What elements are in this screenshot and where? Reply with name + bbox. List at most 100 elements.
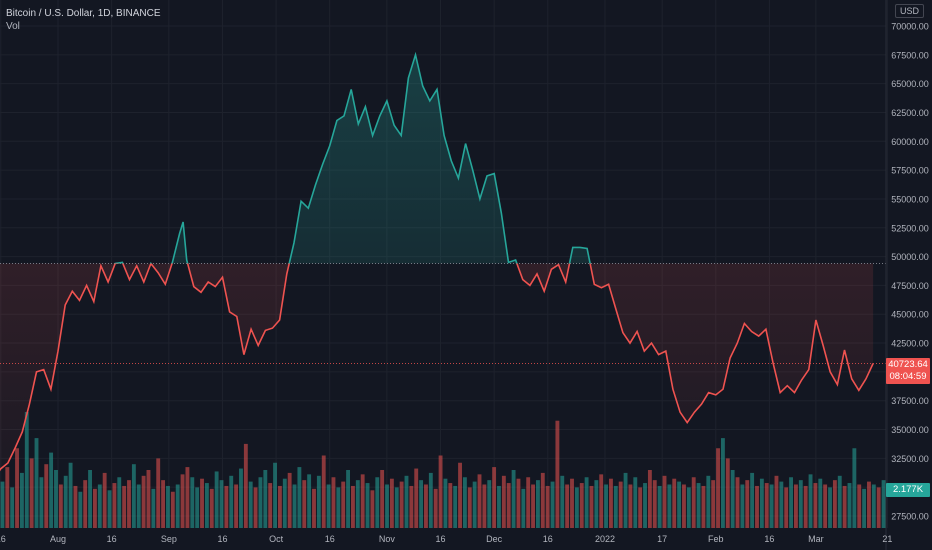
volume-bar [0, 481, 5, 528]
volume-bar [477, 474, 482, 528]
volume-bar [560, 475, 565, 528]
volume-bar [63, 475, 68, 528]
volume-bar [740, 484, 745, 528]
price-line [0, 51, 886, 472]
volume-bar [784, 487, 789, 528]
x-tick-label: Nov [379, 534, 396, 544]
symbol-title: Bitcoin / U.S. Dollar, 1D, BINANCE [6, 8, 161, 19]
currency-unit-label[interactable]: USD [894, 4, 924, 18]
volume-bar [711, 480, 716, 528]
x-tick-label: Mar [808, 534, 824, 544]
volume-bar [15, 448, 19, 528]
volume-bar [555, 420, 560, 528]
volume-bar [273, 462, 277, 528]
volume-bar [229, 475, 234, 528]
x-tick-label: 16 [0, 534, 6, 544]
volume-bar [404, 475, 409, 528]
volume-bar [156, 458, 161, 528]
volume-bar [570, 478, 574, 528]
volume-bar [487, 480, 492, 528]
volume-bar [151, 488, 156, 528]
volume-bar [638, 487, 643, 528]
volume-bar [497, 485, 501, 528]
chart-legend: Bitcoin / U.S. Dollar, 1D, BINANCE Vol [6, 7, 161, 33]
volume-bar [667, 484, 672, 528]
volume-bar [34, 438, 39, 528]
volume-bar [316, 475, 321, 528]
volume-bar [258, 477, 263, 528]
baseline-fill [0, 54, 874, 470]
volume-bar [92, 488, 97, 528]
volume-bar [29, 458, 34, 528]
x-tick-label: 17 [657, 534, 667, 544]
bar-countdown: 08:04:59 [889, 370, 927, 382]
volume-bar [482, 484, 487, 528]
volume-bar [54, 470, 58, 528]
volume-bar [19, 472, 24, 528]
volume-bar [394, 487, 399, 528]
x-tick-label: 2022 [595, 534, 615, 544]
volume-indicator-label: Vol [6, 21, 20, 32]
volume-bar [448, 483, 453, 528]
y-tick-label: 42500.00 [891, 339, 929, 349]
volume-bar [774, 475, 779, 528]
volume-bar [190, 477, 195, 528]
volume-bar [438, 455, 443, 528]
volume-bar [336, 487, 341, 528]
volume-bar [842, 485, 847, 528]
x-tick-label: 16 [325, 534, 335, 544]
volume-bar [769, 484, 774, 528]
volume-bar [813, 483, 818, 528]
volume-bar [170, 491, 175, 528]
x-tick-label: Sep [161, 534, 177, 544]
volume-bar [501, 475, 506, 528]
volume-bar [214, 471, 219, 528]
volume-bar [837, 475, 842, 528]
volume-histogram [0, 412, 886, 528]
volume-bar [312, 488, 316, 528]
area-below-baseline [0, 263, 874, 470]
x-tick-label: 16 [543, 534, 553, 544]
volume-bar [871, 484, 876, 528]
volume-bar [706, 475, 711, 528]
volume-bar [643, 483, 647, 528]
volume-bar [550, 481, 555, 528]
y-tick-label: 62500.00 [891, 108, 929, 118]
volume-bar [818, 478, 823, 528]
volume-bar [443, 478, 448, 528]
volume-bar [297, 467, 302, 528]
volume-bar [492, 467, 497, 528]
volume-bar [759, 478, 764, 528]
volume-bar [472, 481, 477, 528]
volume-bar [750, 472, 755, 528]
volume-bar [609, 478, 613, 528]
volume-bar [331, 477, 336, 528]
y-tick-label: 50000.00 [891, 252, 929, 262]
x-tick-label: Aug [50, 534, 66, 544]
volume-bar [798, 480, 803, 528]
y-tick-label: 35000.00 [891, 425, 929, 435]
volume-bar [720, 438, 725, 528]
volume-bar [628, 484, 633, 528]
y-tick-label: 67500.00 [891, 50, 929, 60]
volume-bar [302, 480, 307, 528]
volume-bar [39, 477, 44, 528]
y-tick-label: 70000.00 [891, 22, 929, 32]
volume-bar [107, 490, 112, 528]
volume-bar [287, 472, 292, 528]
volume-bar [823, 484, 828, 528]
volume-bar [565, 484, 570, 528]
last-price-value: 40723.64 [888, 358, 928, 370]
x-tick-label: 16 [436, 534, 446, 544]
volume-bar [209, 488, 214, 528]
volume-bar [574, 487, 579, 528]
volume-bar [409, 485, 414, 528]
volume-bar [745, 480, 750, 528]
volume-bar [58, 484, 63, 528]
volume-bar [224, 485, 229, 528]
volume-bar [779, 481, 784, 528]
volume-bar [117, 477, 122, 528]
volume-bar [282, 478, 287, 528]
volume-bar [365, 483, 370, 528]
